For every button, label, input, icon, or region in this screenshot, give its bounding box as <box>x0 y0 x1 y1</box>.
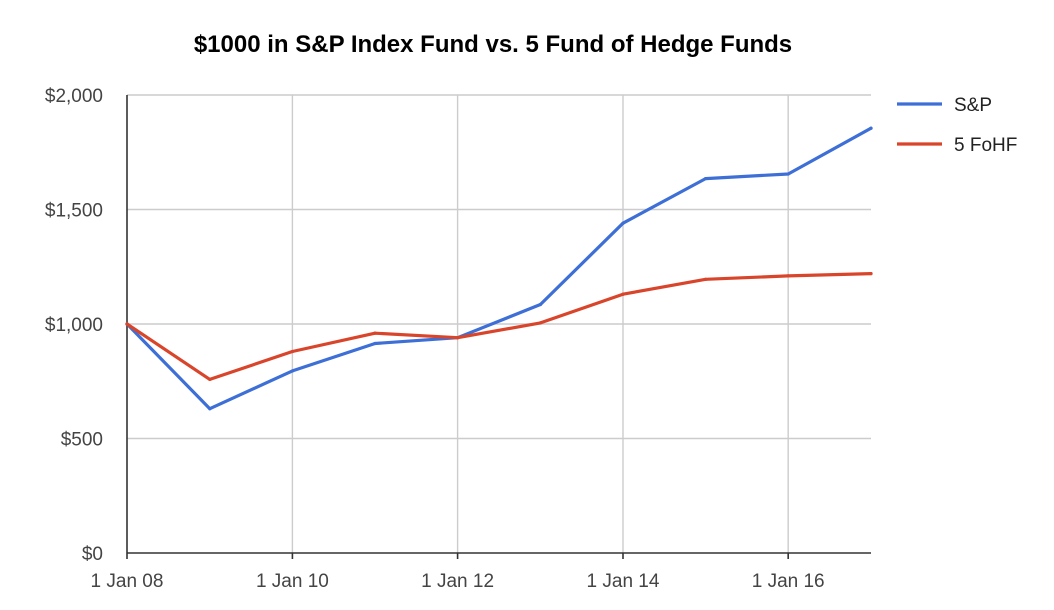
x-tick-label: 1 Jan 08 <box>91 571 164 592</box>
axis-layer: $0 $500 $1,000 $1,500 $2,000 1 Jan 08 1 Jan 10… <box>45 86 871 592</box>
series-layer <box>125 126 873 411</box>
series-line-0 <box>125 126 873 411</box>
y-tick-label: $1,500 <box>45 201 103 222</box>
data-point-1-2 <box>290 349 295 354</box>
data-point-0-9 <box>869 126 873 130</box>
data-point-0-6 <box>621 221 625 225</box>
x-tick-label: 1 Jan 12 <box>421 571 494 592</box>
data-point-1-7 <box>703 277 708 281</box>
y-tick-label: $0 <box>82 544 103 565</box>
x-tick-label: 1 Jan 14 <box>587 571 660 592</box>
grid-layer <box>127 94 871 553</box>
y-tick-label: $500 <box>61 430 103 451</box>
x-tick-label: 1 Jan 16 <box>752 571 825 592</box>
data-point-1-9 <box>869 272 873 276</box>
series-line-1 <box>125 272 873 381</box>
data-point-0-1 <box>208 407 212 411</box>
data-point-0-5 <box>538 302 543 307</box>
data-point-1-8 <box>786 274 790 278</box>
data-point-1-1 <box>208 377 212 382</box>
data-point-0-2 <box>290 369 295 373</box>
data-point-1-0 <box>125 322 129 326</box>
legend-label-0: S&P <box>954 95 992 116</box>
data-point-1-6 <box>621 292 625 296</box>
y-tick-label: $2,000 <box>45 86 103 107</box>
data-point-0-3 <box>373 341 377 346</box>
data-point-0-7 <box>703 176 708 181</box>
legend-label-1: 5 FoHF <box>954 135 1017 156</box>
data-point-1-3 <box>373 331 377 335</box>
data-point-1-4 <box>455 336 460 340</box>
data-point-0-8 <box>786 172 790 176</box>
y-tick-label: $1,000 <box>45 315 103 336</box>
data-point-1-5 <box>538 321 543 325</box>
chart-title: $1000 in S&P Index Fund vs. 5 Fund of He… <box>194 31 792 58</box>
x-tick-label: 1 Jan 10 <box>256 571 329 592</box>
legend: S&P 5 FoHF <box>897 95 1017 156</box>
